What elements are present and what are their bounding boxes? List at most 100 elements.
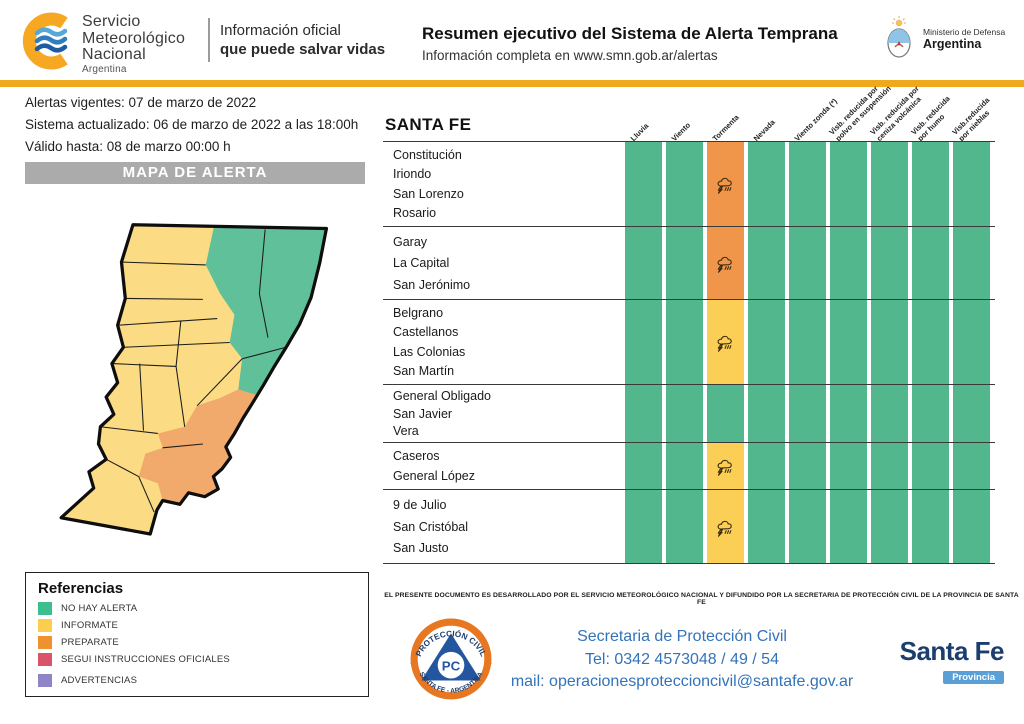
alert-cell-yellow-storm	[707, 490, 744, 563]
info-line: Alertas vigentes: 07 de marzo de 2022	[25, 95, 257, 110]
alert-cell-green	[912, 300, 949, 384]
department-name: San Lorenzo	[393, 186, 464, 201]
map-region-no-alerta	[205, 224, 327, 397]
santa-fe-provincia-badge: Provincia	[943, 671, 1004, 684]
alert-cell-green	[871, 300, 908, 384]
info-line: Válido hasta: 08 de marzo 00:00 h	[25, 138, 231, 154]
department-name: Castellanos	[393, 325, 459, 340]
table-group-row: Constitución Iriondo San Lorenzo Rosario	[383, 141, 995, 226]
alert-cell-green	[830, 490, 867, 563]
alert-cell-green	[830, 443, 867, 489]
alert-cell-green	[748, 300, 785, 384]
table-group-row: Caseros General López	[383, 442, 995, 489]
alert-cell-green	[666, 385, 703, 442]
department-name: Rosario	[393, 206, 437, 221]
alert-cell-yellow-storm	[707, 443, 744, 489]
alert-cell-green	[953, 385, 990, 442]
proteccion-civil-logo-icon: PC PROTECCIÓN CIVIL SANTA FE - ARGENTINA	[408, 616, 494, 707]
alert-map	[42, 200, 358, 557]
alert-cell-green	[789, 300, 826, 384]
column-header: Nevada	[751, 117, 777, 143]
contact-line: Secretaria de Protección Civil	[577, 628, 787, 645]
table-header: SANTA FE Lluvia Viento Tormenta Nevada Vient…	[383, 84, 1023, 143]
alert-cell-green	[625, 385, 662, 442]
alert-table-body: Constitución Iriondo San Lorenzo Rosario Gar…	[383, 141, 995, 564]
table-group-row: 9 de Julio San Cristóbal San Justo	[383, 489, 995, 564]
alert-cell-green	[912, 385, 949, 442]
legend-item: SEGUI INSTRUCCIONES OFICIALES	[38, 653, 356, 666]
alert-cell-orange-storm	[707, 142, 744, 226]
alert-cell-green	[748, 490, 785, 563]
header-accent-bar	[0, 80, 1024, 87]
department-name: Caseros	[393, 449, 440, 463]
alert-cell-green	[789, 142, 826, 226]
alert-cell-green	[871, 490, 908, 563]
argentina-coat-of-arms-icon	[887, 16, 911, 58]
alert-cell-green	[953, 300, 990, 384]
column-header: Tormenta	[710, 112, 741, 143]
alert-cell-green	[666, 300, 703, 384]
department-name: General Obligado	[393, 388, 491, 403]
alert-cell-green	[748, 142, 785, 226]
alert-cell-orange-storm	[707, 227, 744, 299]
legend-items: NO HAY ALERTA INFORMATE PREPARATE SEGUI INS…	[38, 602, 356, 687]
province-outline	[59, 223, 329, 536]
department-name: Constitución	[393, 147, 462, 162]
ministry-of-defense-logo: Ministerio de Defensa Argentina	[882, 16, 1005, 62]
legend-label: SEGUI INSTRUCCIONES OFICIALES	[61, 654, 230, 665]
santa-fe-wordmark: Santa Fe	[899, 636, 1005, 666]
alert-cell-green	[625, 227, 662, 299]
alert-cell-green	[830, 385, 867, 442]
table-group-row: Belgrano Castellanos Las Colonias San Martí…	[383, 299, 995, 384]
department-labels: Constitución Iriondo San Lorenzo Rosario	[383, 142, 621, 226]
legend-label: PREPARATE	[61, 637, 119, 648]
department-name: General López	[393, 469, 476, 483]
department-name: San Cristóbal	[393, 519, 469, 534]
contact-block: Secretaria de Protección Civil Tel: 0342 …	[492, 626, 872, 694]
alert-cell-green	[953, 227, 990, 299]
department-name: San Javier	[393, 406, 453, 421]
department-name: Iriondo	[393, 167, 432, 182]
alert-cell-green	[953, 490, 990, 563]
alert-cell-green	[748, 443, 785, 489]
table-group-row: Garay La Capital San Jerónimo	[383, 226, 995, 299]
department-boundaries	[100, 229, 287, 513]
alert-cell-green	[625, 490, 662, 563]
legend-color-chip	[38, 602, 52, 615]
department-name: Vera	[393, 424, 419, 439]
department-name: San Martín	[393, 364, 455, 379]
legend-color-chip	[38, 619, 52, 632]
storm-icon	[717, 256, 732, 273]
legend-item: ADVERTENCIAS	[38, 674, 356, 687]
header-divider	[208, 18, 210, 62]
department-name: La Capital	[393, 256, 450, 270]
map-region-preparate	[138, 389, 258, 505]
region-title: SANTA FE	[385, 115, 472, 134]
legend-item: PREPARATE	[38, 636, 356, 649]
column-header: Visb.reducida por nieblas	[950, 95, 992, 143]
alert-cell-green	[912, 443, 949, 489]
alert-cell-green	[666, 142, 703, 226]
legend-label: INFORMATE	[61, 620, 119, 631]
storm-icon	[717, 335, 732, 352]
department-name: San Justo	[393, 541, 449, 556]
contact-line: mail: operacionesproteccioncivil@santafe…	[510, 673, 854, 691]
alert-cell-green	[871, 227, 908, 299]
alert-cell-green	[789, 490, 826, 563]
alert-cell-green	[953, 142, 990, 226]
department-labels: General Obligado San Javier Vera	[383, 385, 621, 442]
legend-item: INFORMATE	[38, 619, 356, 632]
alert-cell-green	[748, 227, 785, 299]
alert-cell-green	[666, 443, 703, 489]
disclaimer-text: EL PRESENTE DOCUMENTO ES DESARROLLADO PO…	[384, 592, 1019, 606]
storm-icon	[717, 177, 732, 194]
alert-cell-green	[871, 443, 908, 489]
alert-cell-green	[748, 385, 785, 442]
storm-icon	[717, 459, 732, 476]
legend-color-chip	[38, 653, 52, 666]
smn-tagline: Información oficial que puede salvar vid…	[220, 22, 386, 58]
department-labels: Garay La Capital San Jerónimo	[383, 227, 621, 299]
department-labels: Caseros General López	[383, 443, 621, 489]
alert-cell-green	[912, 227, 949, 299]
